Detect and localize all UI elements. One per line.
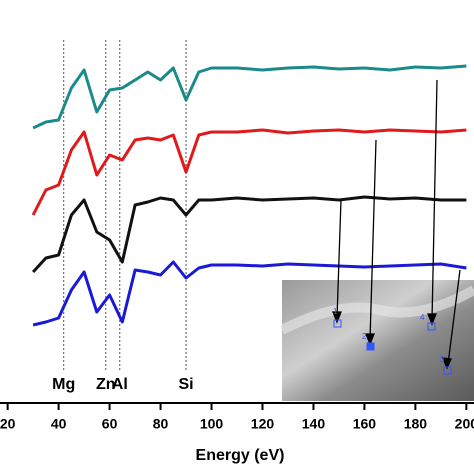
x-tick-label: 160: [353, 416, 377, 432]
spectrum-line: [31, 128, 467, 216]
inset-label: 4: [420, 313, 425, 322]
marker-label: Si: [178, 376, 193, 393]
x-axis-label: Energy (eV): [196, 447, 285, 464]
inset-label: 1: [333, 307, 338, 316]
marker-label: Al: [112, 376, 128, 393]
x-tick-label: 100: [200, 416, 224, 432]
inset-label: 2: [362, 332, 367, 341]
spectrum-line: [31, 195, 467, 274]
marker-label: Zn: [96, 376, 116, 393]
x-tick-label: 200: [455, 416, 474, 432]
inset-ridge: [279, 285, 474, 335]
arrows: [332, 79, 461, 370]
x-tick-label: 60: [102, 416, 118, 432]
x-tick-label: 120: [251, 416, 275, 432]
spectrum-line: [32, 260, 467, 327]
x-tick-label: 140: [302, 416, 326, 432]
inset-image: [282, 280, 474, 401]
x-tick-label: 40: [51, 416, 67, 432]
marker-label: Mg: [52, 376, 75, 393]
x-tick-label: 180: [404, 416, 428, 432]
x-tick-label: 20: [0, 416, 16, 432]
x-tick-label: 80: [153, 416, 169, 432]
spectrum-line: [32, 64, 467, 130]
inset-label: 3: [440, 355, 445, 364]
inset-boxes: [333, 319, 452, 375]
